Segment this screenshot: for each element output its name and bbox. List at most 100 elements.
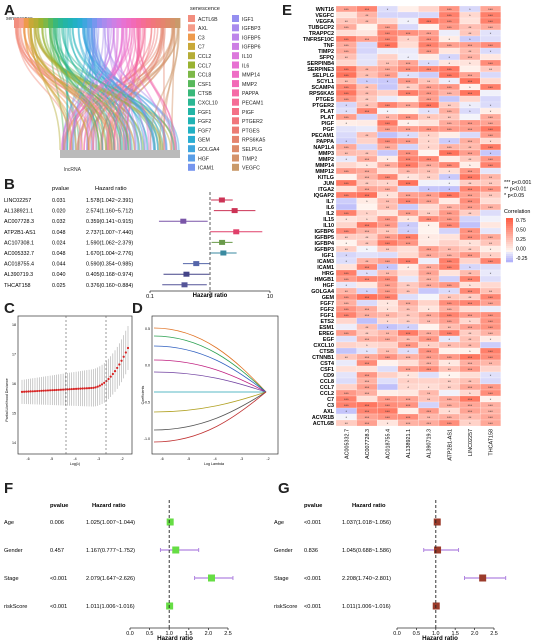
lasso-cv-point bbox=[44, 389, 47, 392]
sankey-flow bbox=[73, 27, 96, 151]
heatmap-cell bbox=[335, 323, 357, 331]
forest-b-row-pvalue: 0.032 bbox=[52, 219, 66, 225]
heatmap-significance: ** bbox=[468, 25, 472, 30]
lasso-coef-plot-area: -6 -5 -4 -3 -2 -1.0 -0.5 0.0 0.5 bbox=[144, 315, 279, 461]
heatmap-significance: * bbox=[428, 307, 430, 312]
heatmap-colorbar-step bbox=[506, 240, 513, 243]
heatmap-colorbar-step bbox=[506, 258, 513, 261]
heatmap-significance: *** bbox=[488, 13, 493, 18]
sankey-flow bbox=[27, 27, 90, 151]
heatmap-significance: * bbox=[346, 241, 348, 246]
heatmap-significance: *** bbox=[365, 175, 370, 180]
forest-row-name: Age bbox=[274, 520, 284, 526]
lasso-coef-path bbox=[153, 327, 267, 393]
heatmap-cell bbox=[397, 95, 419, 103]
heatmap-significance: * bbox=[346, 259, 348, 264]
sankey-flow bbox=[61, 27, 113, 151]
heatmap-cell bbox=[377, 17, 398, 25]
heatmap-sig-legend: * p<0.05 bbox=[504, 193, 524, 199]
heatmap-significance: * bbox=[407, 385, 409, 390]
heatmap-row-label: ITGA2 bbox=[318, 187, 334, 193]
heatmap-significance: *** bbox=[488, 115, 493, 120]
heatmap-significance: * bbox=[469, 349, 471, 354]
forest-row-hr: 1.011(1.006~1.016) bbox=[342, 604, 391, 610]
heatmap-significance: *** bbox=[385, 223, 390, 228]
lasso-coef-path bbox=[153, 345, 267, 393]
lasso-cv-point bbox=[31, 390, 34, 393]
legend-label: IGFBP6 bbox=[242, 45, 261, 51]
heatmap-cell bbox=[418, 257, 440, 265]
heatmap-significance: *** bbox=[344, 313, 349, 318]
heatmap-significance: * bbox=[407, 379, 409, 384]
heatmap-colorbar-step bbox=[506, 226, 513, 229]
heatmap-colorbar-step bbox=[506, 244, 513, 247]
heatmap-row-label: IGFBP3 bbox=[315, 247, 334, 253]
heatmap-significance: *** bbox=[468, 361, 473, 366]
heatmap-cell bbox=[356, 47, 378, 55]
heatmap-significance: *** bbox=[447, 91, 452, 96]
sankey-flow bbox=[122, 27, 150, 151]
heatmap-significance: *** bbox=[344, 25, 349, 30]
heatmap-significance: *** bbox=[365, 7, 370, 12]
heatmap-cell bbox=[356, 29, 378, 37]
sankey-flow bbox=[92, 27, 137, 151]
heatmap-significance: *** bbox=[488, 331, 493, 336]
heatmap-cell bbox=[438, 269, 460, 277]
heatmap-significance: *** bbox=[385, 217, 390, 222]
forest-f-pvalue-header: pvalue bbox=[50, 503, 69, 509]
legend-label: CTSB bbox=[198, 91, 212, 97]
forest-b-tick-label: 10 bbox=[267, 294, 273, 300]
heatmap-cell bbox=[418, 299, 440, 307]
sankey-top-node bbox=[175, 18, 181, 28]
heatmap-cell bbox=[480, 365, 501, 373]
heatmap-cell bbox=[377, 389, 398, 397]
heatmap-significance: * bbox=[407, 349, 409, 354]
heatmap-significance: ** bbox=[345, 151, 349, 156]
heatmap-row-label: PIGF bbox=[321, 121, 334, 127]
heatmap-significance: ** bbox=[386, 247, 390, 252]
heatmap-cell bbox=[356, 251, 378, 259]
heatmap-cell bbox=[459, 221, 481, 229]
heatmap-significance: *** bbox=[447, 217, 452, 222]
legend-label: SELPLG bbox=[242, 147, 262, 153]
sankey-flow bbox=[101, 27, 144, 151]
lasso-cv-point bbox=[25, 390, 28, 393]
sankey-flow bbox=[72, 27, 93, 151]
heatmap-significance: * bbox=[449, 337, 451, 342]
heatmap-cell bbox=[459, 257, 481, 265]
heatmap-significance: *** bbox=[385, 259, 390, 264]
sankey-flow bbox=[30, 27, 90, 151]
heatmap-significance: *** bbox=[468, 169, 473, 174]
heatmap-significance: *** bbox=[365, 403, 370, 408]
heatmap-significance: *** bbox=[426, 367, 431, 372]
heatmap-significance: * bbox=[366, 349, 368, 354]
heatmap-cell bbox=[356, 113, 378, 121]
lasso-coef-plot: -6 -5 -4 -3 -2 -1.0 -0.5 0.0 0.5 Coefficients Lo… bbox=[141, 315, 279, 466]
sankey-flow bbox=[77, 27, 105, 151]
heatmap-significance: * bbox=[387, 265, 389, 270]
sankey-flow bbox=[124, 27, 147, 151]
heatmap-significance: * bbox=[407, 373, 409, 378]
heatmap-significance: *** bbox=[365, 307, 370, 312]
heatmap-significance: *** bbox=[385, 235, 390, 240]
sankey-flow bbox=[83, 27, 128, 151]
sankey-flow bbox=[76, 27, 174, 151]
sankey-flow bbox=[65, 27, 116, 151]
heatmap-cell bbox=[438, 227, 460, 235]
heatmap-cell bbox=[356, 203, 378, 211]
legend-label: MMP14 bbox=[242, 73, 260, 79]
heatmap-row-label: TNFRSF10C bbox=[303, 37, 334, 43]
sankey-flow bbox=[125, 27, 166, 151]
sankey-flow bbox=[52, 27, 100, 151]
heatmap-significance: * bbox=[469, 391, 471, 396]
heatmap-cell bbox=[418, 227, 440, 235]
legend-swatch bbox=[232, 154, 239, 162]
heatmap-significance: * bbox=[490, 247, 492, 252]
legend-swatch bbox=[188, 126, 195, 134]
heatmap-cell bbox=[335, 359, 357, 367]
heatmap-significance: ** bbox=[365, 259, 369, 264]
lasso-cv-point bbox=[122, 355, 125, 358]
heatmap-significance: ** bbox=[468, 295, 472, 300]
heatmap-significance: *** bbox=[447, 223, 452, 228]
sankey-flow bbox=[23, 27, 126, 151]
